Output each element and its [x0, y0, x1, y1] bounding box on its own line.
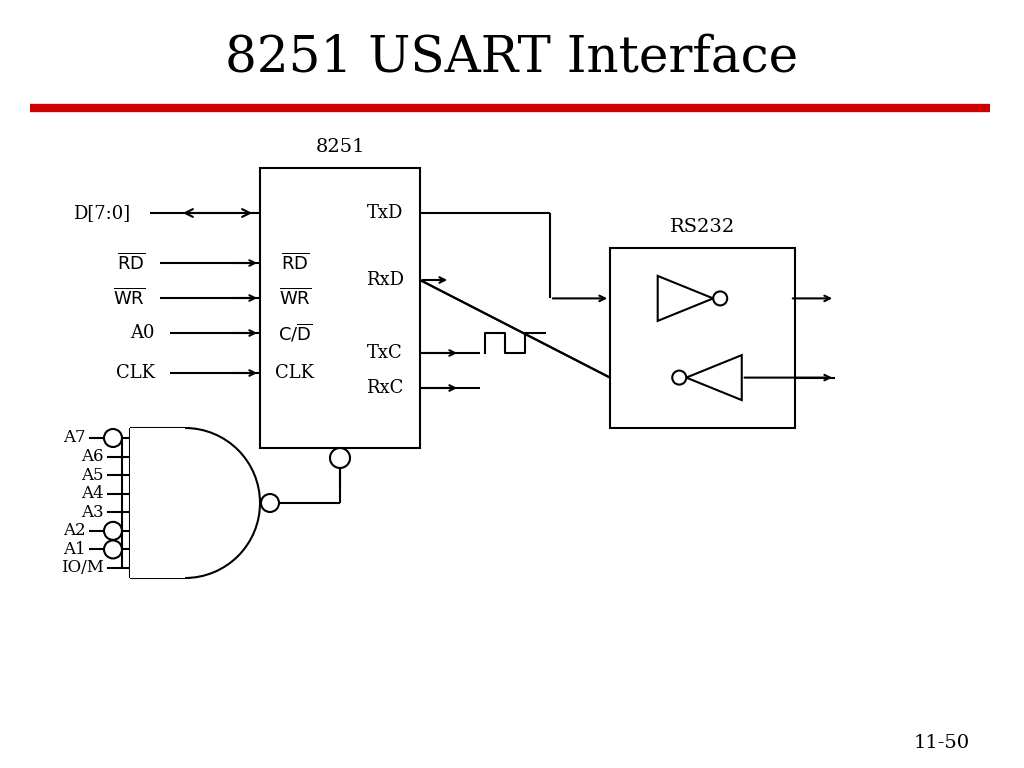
Text: RxC: RxC	[367, 379, 403, 397]
Text: 11-50: 11-50	[913, 734, 970, 752]
Text: $\overline{\mathrm{WR}}$: $\overline{\mathrm{WR}}$	[113, 287, 145, 309]
Text: A6: A6	[82, 448, 104, 465]
Text: 8251 USART Interface: 8251 USART Interface	[225, 33, 799, 83]
Text: A4: A4	[81, 485, 104, 502]
Text: $\overline{\mathrm{RD}}$: $\overline{\mathrm{RD}}$	[117, 253, 145, 273]
Text: TxD: TxD	[367, 204, 403, 222]
Text: $\mathrm{C/\overline{D}}$: $\mathrm{C/\overline{D}}$	[278, 322, 312, 344]
Text: A5: A5	[82, 467, 104, 484]
Text: A7: A7	[63, 429, 86, 446]
Text: TxC: TxC	[368, 344, 402, 362]
Text: A2: A2	[63, 522, 86, 539]
Bar	[610, 248, 795, 428]
Text: IO/M: IO/M	[61, 560, 104, 577]
Text: 8251: 8251	[315, 138, 365, 156]
Text: RS232: RS232	[670, 218, 735, 236]
Bar	[260, 168, 420, 448]
Text: A1: A1	[63, 541, 86, 558]
Text: A0: A0	[130, 324, 155, 342]
Text: A3: A3	[81, 504, 104, 521]
Text: RxD: RxD	[366, 271, 404, 289]
Bar	[130, 428, 185, 578]
Text: CLK: CLK	[116, 364, 155, 382]
Text: $\overline{\mathrm{RD}}$: $\overline{\mathrm{RD}}$	[281, 253, 309, 273]
Text: $\overline{\mathrm{WR}}$: $\overline{\mathrm{WR}}$	[279, 287, 311, 309]
Text: CLK: CLK	[275, 364, 314, 382]
Text: D[7:0]: D[7:0]	[73, 204, 130, 222]
